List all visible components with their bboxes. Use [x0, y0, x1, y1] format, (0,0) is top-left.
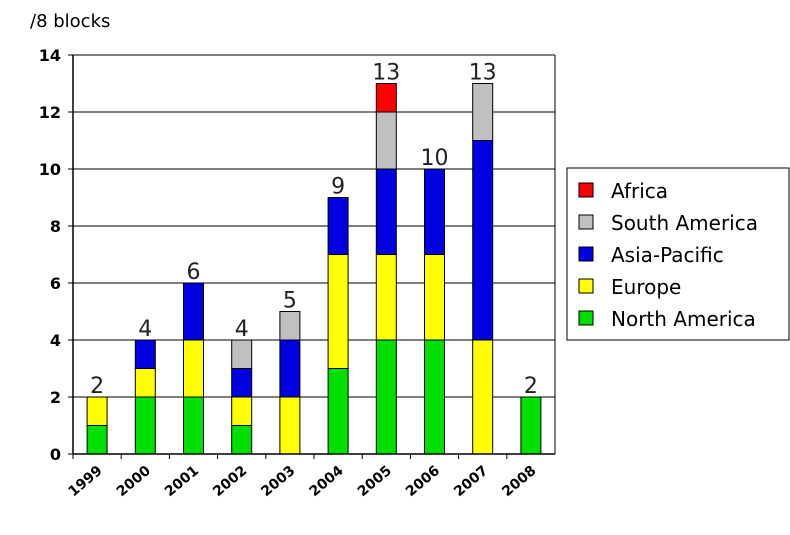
total-label-2005: 13: [372, 61, 400, 86]
bar-north-america-2002: [231, 425, 253, 455]
total-label-2002: 4: [235, 317, 249, 342]
legend-swatch-north-america: [578, 310, 594, 326]
bar-europe-2000: [134, 368, 156, 398]
bar-asia-pacific-2003: [279, 339, 301, 398]
bar-asia-pacific-2004: [327, 197, 349, 255]
total-label-2004: 9: [331, 175, 345, 200]
bar-south-america-2005: [375, 111, 397, 170]
bar-europe-1999: [86, 396, 108, 426]
bar-asia-pacific-2007: [472, 140, 494, 341]
bar-europe-2003: [279, 396, 301, 455]
total-label-2000: 4: [138, 317, 152, 342]
legend-label-north-america: North America: [611, 307, 756, 331]
bar-north-america-2004: [327, 368, 349, 455]
bar-south-america-2002: [231, 339, 253, 369]
bar-south-america-2003: [279, 311, 301, 341]
bar-north-america-1999: [86, 425, 108, 455]
y-tick-label: 14: [39, 46, 61, 65]
legend-label-south-america: South America: [611, 211, 758, 235]
bar-south-america-2007: [472, 83, 494, 141]
y-tick-label: 6: [50, 274, 61, 293]
bar-north-america-2001: [183, 396, 204, 455]
legend-swatch-south-america: [578, 214, 594, 230]
legend-box: [566, 167, 790, 341]
x-tick-labels: 1999 2000 2001 2002 2003 2004 2005 2006 2007 2008: [66, 463, 540, 500]
x-tick-label-2001: 2001: [162, 463, 202, 500]
bar-north-america-2006: [424, 339, 445, 455]
x-tick-label-2005: 2005: [355, 463, 395, 500]
total-label-2007: 13: [469, 61, 497, 86]
total-label-2008: 2: [524, 374, 538, 399]
bar-asia-pacific-2005: [375, 168, 397, 255]
total-label-2003: 5: [283, 289, 297, 314]
x-tick-label-2000: 2000: [114, 463, 154, 500]
bar-asia-pacific-2001: [183, 282, 204, 341]
total-label-1999: 2: [90, 374, 104, 399]
y-tick-labels: 0 2 4 6 8 10 12 14: [39, 46, 61, 464]
legend-label-africa: Africa: [611, 179, 668, 203]
bar-europe-2002: [231, 396, 253, 426]
bar-asia-pacific-2006: [424, 168, 445, 255]
legend: Africa South America Asia-Pacific Europe Nor…: [566, 167, 790, 341]
total-label-2006: 10: [421, 146, 449, 171]
x-tick-label-2008: 2008: [499, 463, 539, 500]
y-axis-label: /8 blocks: [30, 11, 110, 32]
total-labels: 2 4 6 4 5 9 13 10 13 2: [90, 61, 538, 400]
legend-swatch-europe: [578, 278, 594, 294]
bar-asia-pacific-2000: [134, 339, 156, 369]
bar-europe-2007: [472, 339, 494, 455]
axes: [68, 54, 556, 459]
x-tick-label-2003: 2003: [258, 463, 298, 500]
bar-europe-2001: [183, 339, 204, 398]
legend-label-asia-pacific: Asia-Pacific: [611, 243, 724, 267]
bar-asia-pacific-2002: [231, 368, 253, 398]
bar-europe-2006: [424, 254, 445, 341]
bar-north-america-2008: [520, 396, 542, 455]
y-tick-label: 8: [50, 217, 61, 236]
total-label-2001: 6: [187, 260, 201, 285]
x-tick-label-2006: 2006: [403, 463, 443, 500]
bar-europe-2005: [375, 254, 397, 341]
y-tick-label: 4: [50, 331, 61, 350]
legend-swatch-africa: [578, 182, 594, 198]
x-tick-label-1999: 1999: [66, 463, 106, 500]
y-tick-label: 2: [50, 388, 61, 407]
x-tick-label-2002: 2002: [210, 463, 250, 500]
y-tick-label: 10: [39, 160, 61, 179]
legend-label-europe: Europe: [611, 275, 681, 299]
x-tick-label-2004: 2004: [307, 463, 347, 500]
y-tick-label: 0: [50, 445, 61, 464]
legend-swatch-asia-pacific: [578, 246, 594, 262]
bar-north-america-2005: [375, 339, 397, 455]
bar-north-america-2000: [134, 396, 156, 455]
bar-europe-2004: [327, 254, 349, 369]
y-tick-label: 12: [39, 103, 61, 122]
bars: [86, 83, 542, 455]
bar-africa-2005: [375, 83, 397, 113]
x-tick-label-2007: 2007: [451, 463, 491, 500]
